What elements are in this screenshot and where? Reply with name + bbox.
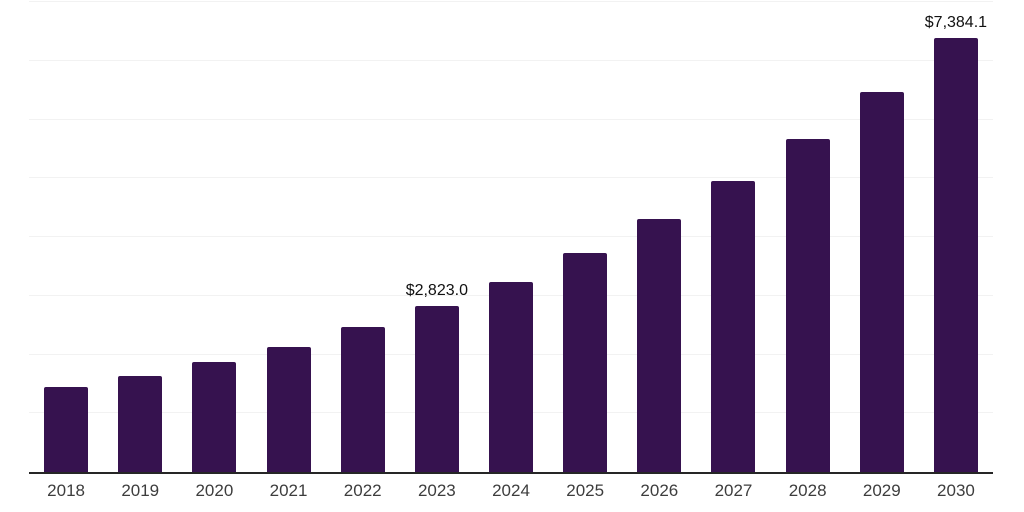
bar-slot-2020 (177, 2, 251, 472)
bar-2024 (488, 281, 533, 472)
x-tick-2018: 2018 (47, 481, 85, 500)
bar-slot-2030: $7,384.1 (919, 2, 993, 472)
x-tick-2023: 2023 (417, 481, 456, 500)
x-axis: 2018 2019 2020 2021 2022 2023 2024 2025 2026 2027… (29, 482, 993, 499)
bar-slot-2021 (251, 2, 325, 472)
bar-2021 (266, 346, 311, 472)
data-label-2030: $7,384.1 (924, 14, 988, 32)
x-tick-2022: 2022 (343, 481, 382, 500)
bar-2027 (711, 181, 756, 472)
gridline-7000 (29, 59, 993, 61)
bar-2030 (933, 38, 978, 472)
x-axis-line (29, 472, 993, 474)
x-tick-2026: 2026 (640, 481, 679, 500)
bar-slot-2029 (845, 2, 919, 472)
data-label-2023: $2,823.0 (405, 282, 468, 300)
gridline-8000 (29, 1, 993, 2)
gridline-5000 (29, 177, 993, 179)
bar-slot-2019 (103, 2, 177, 472)
x-tick-2030: 2030 (937, 481, 975, 500)
bar-slot-2022 (326, 2, 400, 472)
plot-area: $2,823.0 $7,384.1 (29, 1, 993, 474)
bar-2020 (192, 362, 237, 472)
x-tick-2020: 2020 (195, 481, 234, 500)
bar-2028 (785, 139, 830, 472)
bar-2019 (118, 375, 163, 472)
bar-slot-2028 (771, 2, 845, 472)
bar-slot-2025 (548, 2, 622, 472)
bar-2025 (563, 252, 608, 472)
bar-slot-2026 (622, 2, 696, 472)
x-tick-2028: 2028 (788, 481, 827, 500)
bar-2029 (859, 91, 904, 472)
x-tick-2025: 2025 (566, 481, 605, 500)
x-tick-2024: 2024 (492, 481, 530, 500)
bar-2018 (44, 387, 89, 472)
x-tick-2029: 2029 (862, 481, 901, 500)
bar-2022 (340, 327, 385, 472)
bar-slot-2018 (29, 2, 103, 472)
bar-slot-2023: $2,823.0 (400, 2, 474, 472)
bar-slot-2024 (474, 2, 548, 472)
bar-2023 (414, 306, 459, 472)
x-tick-2021: 2021 (269, 481, 308, 500)
gridline-6000 (29, 118, 993, 120)
bar-2026 (637, 219, 682, 472)
x-tick-2027: 2027 (714, 481, 753, 500)
gridline-4000 (29, 236, 993, 237)
bar-slot-2027 (696, 2, 770, 472)
x-tick-2019: 2019 (121, 481, 160, 500)
